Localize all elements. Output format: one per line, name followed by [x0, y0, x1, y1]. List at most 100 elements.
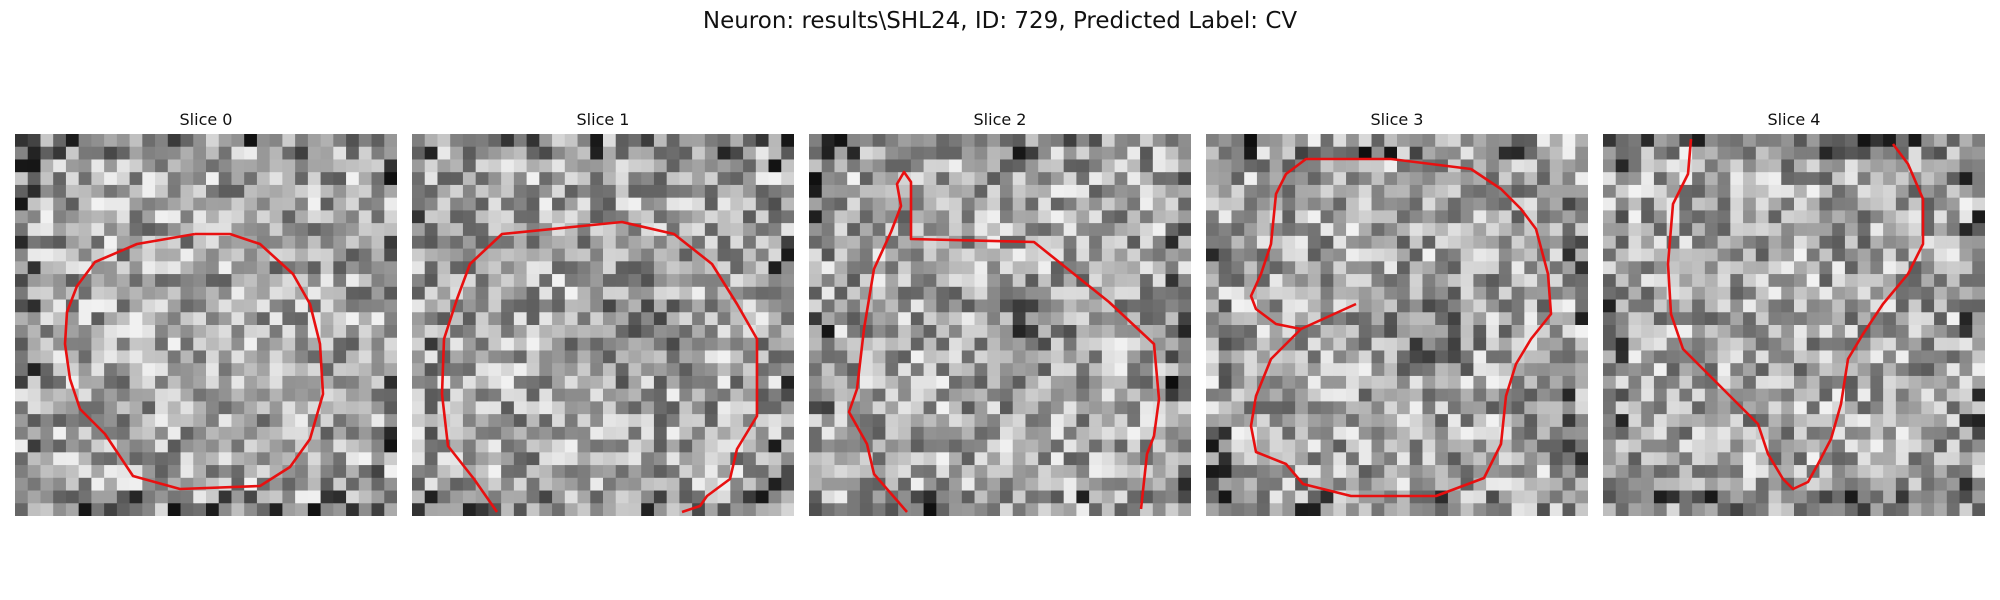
pixel [539, 337, 553, 351]
pixel [1063, 325, 1077, 339]
pixel [692, 477, 706, 491]
pixel [1692, 375, 1706, 390]
pixel [615, 337, 629, 351]
pixel [987, 146, 1001, 160]
pixel [91, 223, 105, 237]
pixel [564, 490, 578, 504]
pixel [1959, 363, 1973, 377]
pixel [590, 299, 604, 313]
pixel [1178, 452, 1191, 466]
pixel [462, 134, 477, 148]
pixel [1806, 350, 1820, 364]
pixel [1460, 350, 1474, 364]
pixel [603, 134, 617, 148]
pixel [1883, 414, 1897, 428]
pixel [1857, 477, 1871, 491]
pixel [358, 337, 372, 351]
pixel [1282, 477, 1296, 491]
pixel [180, 375, 194, 390]
pixel [1038, 223, 1052, 237]
pixel [244, 465, 258, 479]
pixel [1844, 210, 1859, 224]
pixel [872, 388, 886, 402]
pixel [65, 223, 80, 237]
pixel [27, 490, 41, 504]
pixel [1781, 325, 1795, 339]
pixel [1000, 477, 1014, 491]
pixel [307, 197, 321, 211]
pixel [65, 325, 80, 339]
pixel [206, 426, 220, 440]
pixel [590, 274, 604, 288]
pixel [1422, 235, 1436, 249]
pixel [692, 146, 706, 160]
pixel [1089, 325, 1103, 339]
pixel [1959, 503, 1973, 516]
pixel [180, 172, 194, 186]
pixel [1231, 477, 1245, 491]
pixel [628, 134, 642, 148]
pixel [1921, 134, 1935, 148]
pixel [384, 248, 397, 262]
pixel [1666, 337, 1680, 351]
pixel [1358, 477, 1372, 491]
pixel [282, 159, 296, 173]
pixel [821, 134, 835, 148]
pixel [1562, 375, 1576, 390]
pixel [1768, 159, 1782, 173]
pixel [1178, 439, 1191, 453]
pixel [987, 261, 1001, 275]
pixel [872, 197, 886, 211]
pixel [1165, 172, 1179, 186]
pixel [91, 134, 105, 148]
pixel [590, 172, 604, 186]
pixel [809, 210, 823, 224]
pixel [1717, 223, 1731, 237]
pixel [936, 337, 950, 351]
pixel [1615, 299, 1629, 313]
pixel [1358, 210, 1372, 224]
pixel [104, 401, 118, 415]
pixel [679, 299, 693, 313]
pixel [1409, 452, 1423, 466]
pixel [437, 210, 451, 224]
pixel [1603, 490, 1617, 504]
pixel [1460, 426, 1474, 440]
pixel [1346, 134, 1360, 148]
pixel [628, 299, 642, 313]
pixel [603, 299, 617, 313]
pixel [1256, 184, 1271, 199]
pixel [755, 134, 769, 148]
pixel [1679, 184, 1693, 199]
pixel [1231, 325, 1245, 339]
pixel [27, 197, 41, 211]
pixel [1844, 477, 1859, 491]
pixel [1743, 248, 1757, 262]
pixel [603, 465, 617, 479]
pixel [129, 363, 143, 377]
pixel [1524, 503, 1538, 516]
pixel [167, 426, 181, 440]
pixel [116, 439, 130, 453]
pixel [679, 223, 693, 237]
pixel [781, 503, 794, 516]
pixel [384, 375, 397, 390]
pixel [1076, 172, 1090, 186]
pixel [129, 223, 143, 237]
pixel [1653, 414, 1668, 428]
pixel [488, 414, 502, 428]
pixel [885, 172, 899, 186]
pixel [1972, 286, 1985, 300]
pixel [320, 235, 334, 249]
pixel [859, 261, 874, 275]
pixel [1152, 325, 1166, 339]
pixel [1819, 465, 1833, 479]
pixel [641, 363, 655, 377]
pixel [384, 363, 397, 377]
pixel [142, 172, 156, 186]
pixel [1575, 388, 1588, 402]
pixel [539, 235, 553, 249]
pixel [961, 312, 975, 326]
pixel [1435, 426, 1449, 440]
pixel [244, 299, 258, 313]
